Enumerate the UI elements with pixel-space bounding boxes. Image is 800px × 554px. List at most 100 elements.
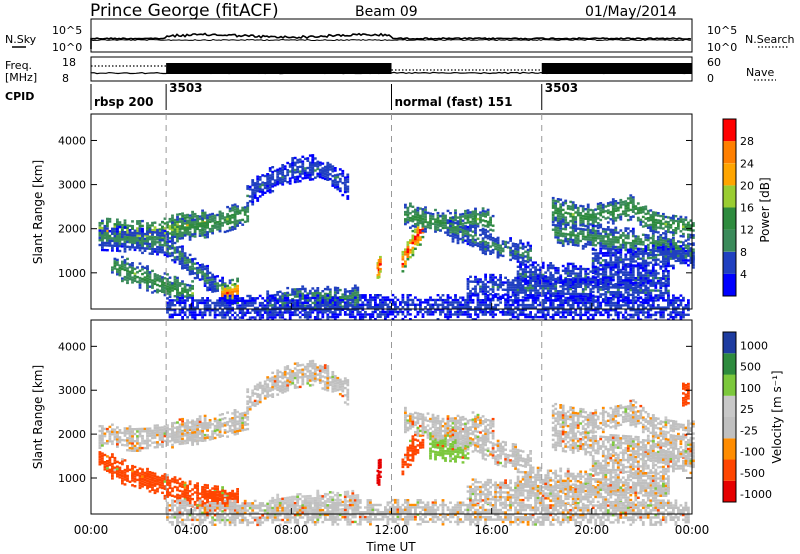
power-cell: [126, 257, 129, 261]
power-cell: [303, 313, 307, 316]
power-cell: [619, 286, 623, 289]
power-cell: [218, 222, 222, 226]
power-cell: [619, 258, 623, 261]
power-cell: [191, 308, 194, 312]
power-cell: [659, 277, 663, 280]
power-cell: [474, 241, 477, 244]
power-cell: [677, 250, 680, 253]
power-cell: [616, 263, 620, 267]
power-cell: [223, 311, 227, 314]
power-cell: [554, 219, 558, 222]
power-cell: [123, 235, 127, 239]
power-cell: [629, 273, 633, 277]
power-cell: [619, 268, 623, 272]
power-cell: [631, 227, 635, 231]
power-cell: [626, 258, 630, 261]
power-cell: [614, 241, 618, 244]
power-cell: [621, 293, 625, 296]
power-cell: [421, 226, 425, 229]
power-cell: [338, 299, 342, 302]
power-cell: [406, 253, 410, 256]
power-cell: [609, 281, 613, 284]
power-cell: [123, 233, 127, 236]
power-cell: [238, 316, 242, 319]
power-cell: [662, 258, 665, 261]
power-cell: [436, 226, 440, 229]
power-cell: [291, 288, 295, 291]
power-cell: [601, 254, 605, 257]
power-cell: [594, 254, 598, 258]
power-cell: [211, 212, 214, 216]
power-cell: [682, 228, 685, 231]
power-cell: [636, 269, 640, 272]
power-cell: [674, 231, 678, 235]
power-cell: [494, 240, 497, 243]
power-cell: [692, 254, 695, 257]
power-cell: [611, 233, 615, 236]
power-cell: [211, 273, 214, 276]
power-cell: [236, 277, 239, 280]
power-cell: [306, 313, 310, 316]
power-cell: [614, 251, 618, 254]
power-cell: [519, 253, 522, 257]
power-cell: [243, 306, 247, 310]
power-cell: [651, 279, 655, 283]
power-cell: [509, 239, 512, 242]
power-cell: [181, 220, 184, 223]
power-cell: [599, 249, 603, 253]
power-cell: [431, 215, 435, 218]
power-cell: [641, 252, 645, 255]
power-cell: [574, 229, 578, 232]
power-cell: [579, 239, 583, 243]
power-cell: [614, 202, 618, 205]
power-cell: [662, 222, 665, 225]
power-cell: [636, 291, 640, 294]
power-cell: [226, 309, 229, 312]
power-cell: [511, 291, 515, 294]
power-cell: [291, 299, 295, 302]
frequency-trace: [90, 71, 692, 75]
power-cell: [591, 216, 595, 219]
power-cell: [266, 297, 270, 300]
power-cell: [636, 242, 640, 246]
power-cell: [231, 204, 234, 207]
power-cell: [266, 187, 270, 190]
power-cell: [534, 273, 537, 276]
power-cell: [411, 215, 415, 218]
power-cell: [559, 205, 563, 209]
power-cell: [156, 274, 159, 277]
power-cell: [524, 277, 527, 281]
power-cell: [238, 311, 242, 314]
power-cell: [536, 263, 540, 267]
power-cell: [581, 244, 585, 248]
power-cell: [191, 215, 194, 218]
power-cell: [118, 244, 122, 248]
power-cell: [631, 278, 635, 282]
power-cell: [301, 170, 305, 173]
power-cell: [168, 301, 172, 304]
power-cell: [206, 299, 209, 302]
power-cell: [416, 226, 420, 230]
power-cell: [559, 278, 563, 281]
power-cell: [436, 214, 440, 217]
power-cell: [441, 212, 445, 215]
power-cell: [594, 218, 598, 221]
power-cell: [601, 266, 605, 269]
power-cell: [561, 201, 565, 204]
power-cell: [321, 313, 325, 316]
power-cell: [629, 244, 633, 247]
power-cell: [193, 218, 197, 221]
power-cell: [156, 253, 159, 256]
power-cell: [273, 301, 277, 305]
power-cell: [626, 286, 630, 289]
power-cell: [173, 311, 177, 314]
power-cell: [584, 215, 588, 218]
power-cell: [161, 248, 164, 252]
power-cell: [669, 257, 673, 260]
power-cell: [479, 213, 482, 217]
power-cell: [113, 262, 117, 265]
power-cell: [616, 245, 620, 249]
power-cell: [574, 283, 578, 286]
power-cell: [123, 263, 127, 267]
power-cell: [278, 309, 282, 312]
